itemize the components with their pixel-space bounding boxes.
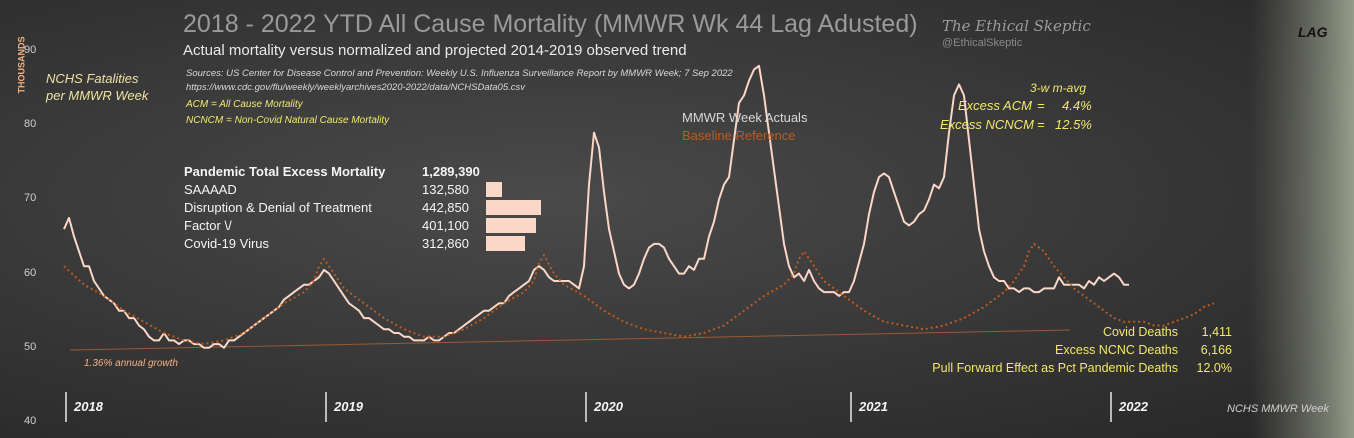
moving-avg-label: 3-w m-avg xyxy=(1030,81,1087,95)
summary-label: Covid Deaths xyxy=(1102,325,1178,339)
ncncm-definition: NCNCM = Non-Covid Natural Cause Mortalit… xyxy=(186,115,390,126)
summary-label: Excess NCNC Deaths xyxy=(1055,343,1178,357)
pandemic-row-bar xyxy=(486,182,502,197)
sources-line-2: https://www.cdc.gov/flu/weekly/weeklyarc… xyxy=(186,82,525,93)
y-axis-title-line-1: NCHS Fatalities xyxy=(46,71,139,86)
chart-subtitle: Actual mortality versus normalized and p… xyxy=(183,42,687,59)
pandemic-row-value: 442,850 xyxy=(422,200,469,215)
year-label: 2018 xyxy=(74,399,103,414)
sources-line-1: Sources: US Center for Disease Control a… xyxy=(186,68,733,79)
pandemic-row-bar xyxy=(486,236,525,251)
definitions: ACM = All Cause Mortality NCNCM = Non-Co… xyxy=(186,97,389,129)
pandemic-row-value: 132,580 xyxy=(422,182,469,197)
pandemic-row-value: 401,100 xyxy=(422,218,469,233)
excess-acm-eq: = xyxy=(1037,98,1045,113)
pandemic-table-title: Pandemic Total Excess Mortality xyxy=(184,164,386,179)
acm-definition: ACM = All Cause Mortality xyxy=(186,99,303,110)
pandemic-row-label: Disruption & Denial of Treatment xyxy=(184,200,372,215)
pandemic-row-value: 312,860 xyxy=(422,236,469,251)
summary-label: Pull Forward Effect as Pct Pandemic Deat… xyxy=(932,361,1178,375)
summary-value: 12.0% xyxy=(1196,361,1232,375)
y-tick-label: 70 xyxy=(24,192,37,205)
lag-label: LAG xyxy=(1298,24,1328,40)
legend-actuals: MMWR Week Actuals xyxy=(682,110,808,125)
pandemic-row-bar xyxy=(486,200,541,215)
year-label: 2021 xyxy=(859,399,888,414)
brand-handle: @EthicalSkeptic xyxy=(942,37,1023,49)
brand-name: The Ethical Skeptic xyxy=(942,17,1091,35)
y-tick-label: 60 xyxy=(24,266,37,279)
y-tick-label: 40 xyxy=(24,415,37,427)
year-label: 2019 xyxy=(334,399,363,414)
excess-acm-label: Excess ACM xyxy=(958,98,1032,113)
y-tick-label: 50 xyxy=(24,340,37,353)
growth-note: 1.36% annual growth xyxy=(84,358,178,369)
excess-ncncm-label: Excess NCNCM xyxy=(940,117,1034,132)
y-axis-title-line-2: per MMWR Week xyxy=(46,88,149,103)
series-baseline-line xyxy=(63,242,1215,346)
legend-baseline: Baseline Reference xyxy=(682,128,796,143)
y-tick-label: 80 xyxy=(24,118,37,131)
y-axis-title: NCHS Fatalities per MMWR Week xyxy=(46,70,148,104)
summary-value: 6,166 xyxy=(1200,343,1232,357)
pandemic-table-total: 1,289,390 xyxy=(422,164,480,179)
sources-note: Sources: US Center for Disease Control a… xyxy=(186,67,733,95)
excess-ncncm-eq: = xyxy=(1037,117,1045,132)
x-axis-title: NCHS MMWR Week xyxy=(1227,403,1329,415)
pandemic-row-label: SAAAAD xyxy=(184,182,237,197)
lag-shading xyxy=(1250,0,1354,438)
pandemic-row-label: Factor \/ xyxy=(184,218,232,233)
excess-ncncm-value: 12.5% xyxy=(1055,117,1092,132)
pandemic-row-bar xyxy=(486,218,536,233)
excess-acm-value: 4.4% xyxy=(1062,98,1092,113)
chart-title: 2018 - 2022 YTD All Cause Mortality (MMW… xyxy=(183,10,918,38)
growth-trend-line xyxy=(69,329,1071,351)
summary-value: 1,411 xyxy=(1201,325,1232,339)
year-label: 2022 xyxy=(1119,399,1148,414)
y-tick-label: 90 xyxy=(24,44,37,56)
pandemic-row-label: Covid-19 Virus xyxy=(184,236,270,251)
year-label: 2020 xyxy=(594,399,623,414)
